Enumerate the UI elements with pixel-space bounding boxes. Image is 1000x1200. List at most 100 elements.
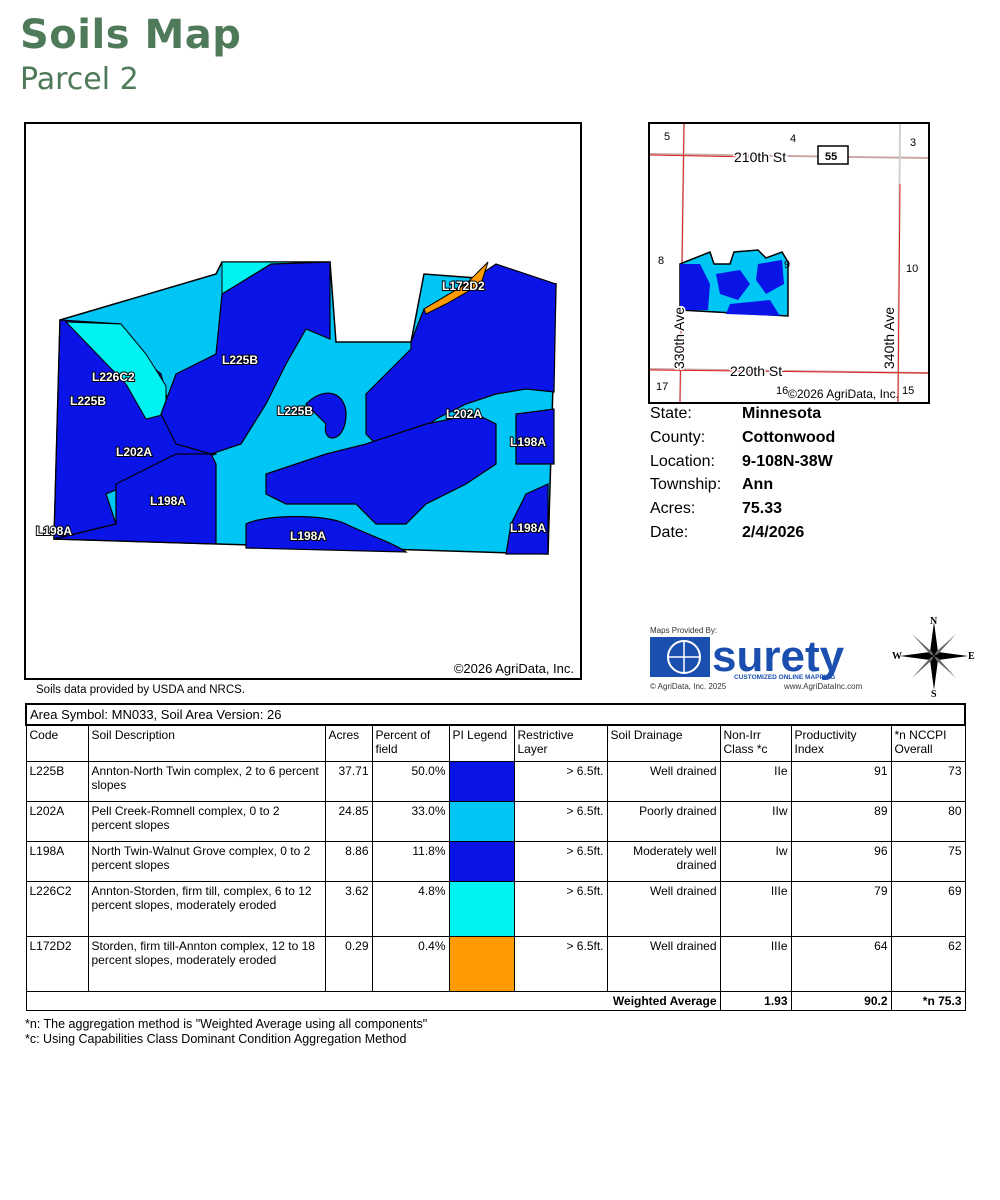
parcel-info: State: Minnesota County: Cottonwood Locati… [650,405,835,548]
highway-label: 55 [825,151,837,163]
cell-pi-legend [448,880,515,937]
road-label-330th: 330th Ave [671,307,687,369]
cell-code: L202A [25,800,89,842]
soils-table: Area Symbol: MN033, Soil Area Version: 2… [25,703,966,1011]
table-row: L202A Pell Creek-Romnell complex, 0 to 2… [25,800,966,842]
section-17: 17 [656,381,668,393]
compass-e: E [968,651,975,662]
surety-tagline: CUSTOMIZED ONLINE MAPPING [734,674,835,681]
cell-pi: 96 [790,840,892,882]
cell-desc: Pell Creek-Romnell complex, 0 to 2 perce… [87,800,326,842]
col-header-restrictive: Restrictive Layer [513,724,608,762]
location-map-copyright: ©2026 AgriData, Inc. [788,387,899,401]
table-row: L198A North Twin-Walnut Grove complex, 0… [25,840,966,882]
map-label-l225b: L225B [222,353,258,367]
cell-code: L172D2 [25,935,89,992]
map-label-l198a: L198A [510,435,546,449]
cell-restrictive: > 6.5ft. [513,760,608,802]
cell-desc: North Twin-Walnut Grove complex, 0 to 2 … [87,840,326,882]
weighted-pi: 90.2 [790,990,892,1011]
footnote-c: *c: Using Capabilities Class Dominant Co… [25,1032,407,1046]
soil-polygon-l198a-bottom [245,515,408,553]
surety-url: www.AgriDataInc.com [783,682,863,691]
map-copyright: ©2026 AgriData, Inc. [453,661,574,676]
cell-pi: 64 [790,935,892,992]
section-15: 15 [902,385,914,397]
compass-icon: N S W E [892,616,975,700]
weighted-class: 1.93 [719,990,792,1011]
cell-drainage: Well drained [606,880,721,937]
map-label-l172d2: L172D2 [442,279,485,293]
table-header-row: Code Soil Description Acres Percent of f… [25,724,966,762]
cell-pi-legend [448,760,515,802]
soils-map: L172D2 L226C2 L225B L225B L225B L202A L2… [24,122,582,680]
cell-pct: 11.8% [371,840,450,882]
info-row-date: Date: 2/4/2026 [650,523,805,541]
legend-swatch [449,881,514,936]
section-16: 16 [776,385,788,397]
road-label-210th: 210th St [734,149,786,165]
soil-polygon-l225b-center [160,261,331,455]
surety-copyright: © AgriData, Inc. 2025 [650,682,727,691]
map-label-l198a: L198A [36,524,72,538]
col-header-pi: Productivity Index [790,724,892,762]
page-title: Soils Map [20,12,242,58]
cell-class: IIIe [719,935,792,992]
section-4: 4 [790,133,796,145]
table-row: L225B Annton-North Twin complex, 2 to 6 … [25,760,966,802]
section-9: 9 [784,259,790,271]
info-row-location: Location: 9-108N-38W [650,452,833,470]
cell-pi-legend [448,840,515,882]
cell-desc: Annton-North Twin complex, 2 to 6 percen… [87,760,326,802]
compass-rose: N S W E [892,614,976,700]
soil-polygon-l198a-center [305,392,347,439]
compass-w: W [892,651,902,662]
map-label-l226c2: L226C2 [92,370,135,384]
table-area-row: Area Symbol: MN033, Soil Area Version: 2… [25,703,966,726]
col-header-acres: Acres [324,724,373,762]
map-label-l225b: L225B [277,404,313,418]
cell-pi: 89 [790,800,892,842]
cell-acres: 3.62 [324,880,373,937]
road-label-220th: 220th St [730,363,782,379]
info-row-county: County: Cottonwood [650,428,836,446]
cell-drainage: Well drained [606,760,721,802]
cell-nccpi: 73 [890,760,966,802]
maps-provided-by: Maps Provided By: [650,626,717,635]
soil-polygon-l172d2 [423,261,489,315]
cell-acres: 24.85 [324,800,373,842]
compass-s: S [931,689,937,698]
cell-pct: 4.8% [371,880,450,937]
soil-polygon-l225b-east [365,263,557,455]
cell-pct: 50.0% [371,760,450,802]
surety-logo: Maps Provided By: surety CUSTOMIZED ONLI… [650,625,880,695]
location-map-svg: 5 4 3 8 9 10 17 16 15 210th St 220th St … [649,123,929,403]
cell-pi: 79 [790,880,892,937]
area-symbol: Area Symbol: MN033, Soil Area Version: 2… [25,703,966,726]
col-header-code: Code [25,724,89,762]
cell-acres: 0.29 [324,935,373,992]
map-label-l198a: L198A [510,521,546,535]
cell-drainage: Poorly drained [606,800,721,842]
weighted-average-row: Weighted Average 1.93 90.2 *n 75.3 [25,990,966,1011]
info-row-state: State: Minnesota [650,405,822,422]
info-row-township: Township: Ann [650,476,774,494]
legend-swatch [449,801,514,841]
soil-polygon-l198a-east [515,408,555,465]
cell-code: L226C2 [25,880,89,937]
cell-desc: Annton-Storden, firm till, complex, 6 to… [87,880,326,937]
soil-polygon-l198a-se [505,483,549,555]
col-header-pi-legend: PI Legend [448,724,515,762]
cell-pct: 0.4% [371,935,450,992]
surety-brand: surety [712,632,845,681]
cell-code: L225B [25,760,89,802]
col-header-class: Non-Irr Class *c [719,724,792,762]
cell-pi-legend [448,935,515,992]
table-row: L172D2 Storden, firm till-Annton complex… [25,935,966,992]
cell-class: IIIe [719,880,792,937]
cell-drainage: Well drained [606,935,721,992]
map-label-l202a: L202A [116,445,152,459]
section-10: 10 [906,263,918,275]
location-map: 5 4 3 8 9 10 17 16 15 210th St 220th St … [648,122,930,404]
soil-polygon-l198a-mid [265,413,497,525]
